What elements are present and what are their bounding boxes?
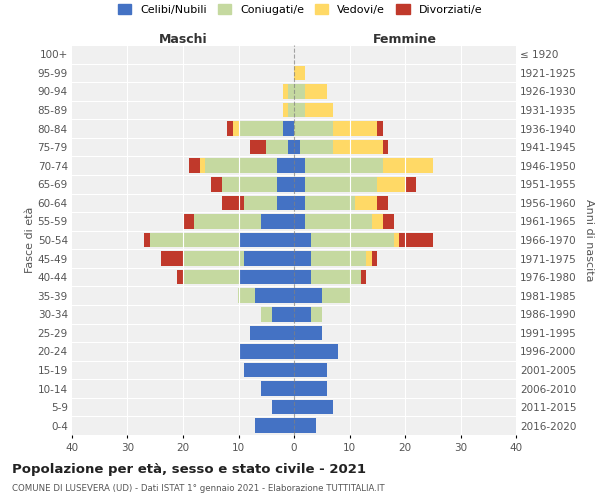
- Bar: [239, 233, 294, 247]
- Bar: [383, 214, 394, 228]
- Bar: [222, 196, 244, 210]
- Bar: [294, 66, 305, 80]
- Bar: [183, 270, 239, 284]
- Bar: [383, 158, 433, 173]
- Bar: [188, 158, 200, 173]
- Text: Popolazione per età, sesso e stato civile - 2021: Popolazione per età, sesso e stato civil…: [12, 462, 366, 475]
- Bar: [355, 196, 377, 210]
- Bar: [244, 196, 277, 210]
- Bar: [305, 177, 377, 192]
- Bar: [183, 214, 194, 228]
- Legend: Celibi/Nubili, Coniugati/e, Vedovi/e, Divorziati/e: Celibi/Nubili, Coniugati/e, Vedovi/e, Di…: [115, 0, 485, 18]
- Bar: [305, 103, 333, 117]
- Bar: [366, 252, 372, 266]
- Bar: [244, 363, 294, 377]
- Bar: [183, 252, 244, 266]
- Bar: [294, 307, 311, 322]
- Bar: [194, 214, 260, 228]
- Bar: [372, 214, 383, 228]
- Bar: [227, 122, 233, 136]
- Bar: [294, 418, 316, 433]
- Bar: [250, 326, 294, 340]
- Bar: [222, 177, 277, 192]
- Bar: [161, 252, 183, 266]
- Bar: [305, 158, 383, 173]
- Bar: [277, 158, 294, 173]
- Bar: [260, 382, 294, 396]
- Bar: [289, 103, 294, 117]
- Bar: [277, 196, 294, 210]
- Text: Femmine: Femmine: [373, 33, 437, 46]
- Bar: [283, 103, 289, 117]
- Bar: [311, 270, 361, 284]
- Bar: [405, 177, 416, 192]
- Y-axis label: Anni di nascita: Anni di nascita: [584, 198, 593, 281]
- Bar: [299, 140, 333, 154]
- Bar: [333, 122, 377, 136]
- Bar: [311, 233, 394, 247]
- Bar: [294, 400, 333, 414]
- Bar: [294, 177, 305, 192]
- Bar: [305, 84, 328, 98]
- Bar: [394, 233, 400, 247]
- Bar: [361, 270, 366, 284]
- Bar: [178, 270, 183, 284]
- Bar: [255, 418, 294, 433]
- Bar: [383, 140, 388, 154]
- Bar: [377, 177, 405, 192]
- Bar: [305, 196, 355, 210]
- Bar: [255, 288, 294, 303]
- Bar: [377, 122, 383, 136]
- Bar: [372, 252, 377, 266]
- Bar: [283, 84, 289, 98]
- Bar: [294, 270, 311, 284]
- Bar: [239, 344, 294, 358]
- Bar: [400, 233, 433, 247]
- Y-axis label: Fasce di età: Fasce di età: [25, 207, 35, 273]
- Bar: [283, 122, 294, 136]
- Bar: [144, 233, 150, 247]
- Bar: [277, 177, 294, 192]
- Bar: [377, 196, 388, 210]
- Bar: [260, 214, 294, 228]
- Bar: [322, 288, 349, 303]
- Bar: [211, 177, 222, 192]
- Bar: [294, 252, 311, 266]
- Bar: [233, 122, 239, 136]
- Bar: [294, 326, 322, 340]
- Bar: [150, 233, 239, 247]
- Bar: [294, 158, 305, 173]
- Bar: [294, 84, 305, 98]
- Bar: [294, 233, 311, 247]
- Bar: [266, 140, 289, 154]
- Bar: [272, 307, 294, 322]
- Bar: [294, 103, 305, 117]
- Bar: [294, 214, 305, 228]
- Bar: [244, 252, 294, 266]
- Bar: [333, 140, 383, 154]
- Bar: [294, 382, 328, 396]
- Bar: [311, 307, 322, 322]
- Bar: [289, 140, 294, 154]
- Bar: [200, 158, 205, 173]
- Bar: [294, 288, 322, 303]
- Bar: [294, 196, 305, 210]
- Bar: [294, 363, 328, 377]
- Text: Maschi: Maschi: [158, 33, 208, 46]
- Bar: [238, 122, 283, 136]
- Bar: [238, 288, 255, 303]
- Bar: [239, 270, 294, 284]
- Bar: [294, 140, 299, 154]
- Bar: [305, 214, 372, 228]
- Bar: [311, 252, 366, 266]
- Text: COMUNE DI LUSEVERA (UD) - Dati ISTAT 1° gennaio 2021 - Elaborazione TUTTITALIA.I: COMUNE DI LUSEVERA (UD) - Dati ISTAT 1° …: [12, 484, 385, 493]
- Bar: [272, 400, 294, 414]
- Bar: [294, 122, 333, 136]
- Bar: [250, 140, 266, 154]
- Bar: [205, 158, 277, 173]
- Bar: [294, 344, 338, 358]
- Bar: [260, 307, 272, 322]
- Bar: [289, 84, 294, 98]
